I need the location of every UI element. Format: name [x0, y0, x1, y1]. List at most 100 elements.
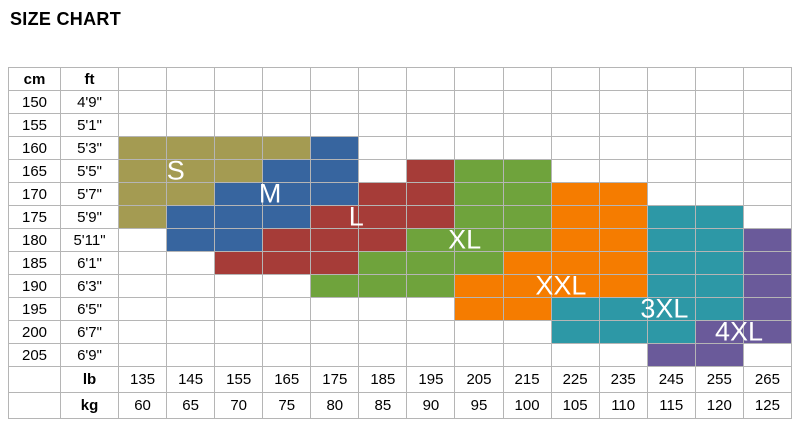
- empty-cell: [454, 343, 504, 367]
- size-cell-XXL: [598, 251, 648, 275]
- size-cell-M: [310, 159, 360, 183]
- size-cell-L: [406, 159, 456, 183]
- weight-kg-value: 120: [694, 392, 744, 419]
- height-row: 175 5'9": [8, 205, 793, 229]
- size-cell-3XL: [694, 297, 744, 321]
- height-cm-value: 180: [8, 228, 61, 252]
- height-cm-value: 170: [8, 182, 61, 206]
- size-cell-3XL: [598, 297, 648, 321]
- weight-lb-value: 145: [166, 366, 216, 393]
- blank-header-cell: [262, 67, 312, 91]
- blank-header-cell: [646, 67, 696, 91]
- empty-cell: [742, 205, 793, 229]
- empty-cell: [598, 136, 648, 160]
- empty-cell: [454, 90, 504, 114]
- size-cell-XXL: [598, 228, 648, 252]
- height-ft-value: 6'3": [60, 274, 119, 298]
- empty-cell: [166, 251, 216, 275]
- blank-header-cell: [406, 67, 456, 91]
- empty-cell: [117, 90, 168, 114]
- weight-lb-value: 235: [598, 366, 648, 393]
- empty-cell: [502, 320, 552, 344]
- empty-cell: [598, 343, 648, 367]
- weight-kg-value: 90: [406, 392, 456, 419]
- height-ft-value: 5'3": [60, 136, 119, 160]
- height-ft-value: 6'7": [60, 320, 119, 344]
- height-ft-value: 4'9": [60, 90, 119, 114]
- size-cell-L: [406, 182, 456, 206]
- empty-cell: [166, 343, 216, 367]
- empty-cell: [214, 297, 264, 321]
- empty-cell: [694, 90, 744, 114]
- size-cell-4XL: [646, 343, 696, 367]
- height-ft-value: 5'11": [60, 228, 119, 252]
- empty-cell: [117, 297, 168, 321]
- size-cell-S: [117, 182, 168, 206]
- weight-lb-value: 215: [502, 366, 552, 393]
- empty-cell: [646, 113, 696, 137]
- empty-cell: [214, 343, 264, 367]
- weight-lb-value: 195: [406, 366, 456, 393]
- lb-row: lb 135 145 155 165 175 185 195 205 215 225 235 245 25…: [8, 366, 793, 393]
- size-cell-XL: [406, 228, 456, 252]
- weight-kg-value: 110: [598, 392, 648, 419]
- empty-cell: [262, 297, 312, 321]
- size-cell-L: [358, 205, 408, 229]
- height-cm-value: 200: [8, 320, 61, 344]
- empty-cell: [550, 343, 600, 367]
- weight-kg-value: 80: [310, 392, 360, 419]
- empty-cell: [502, 113, 552, 137]
- size-cell-S: [166, 136, 216, 160]
- empty-cell: [166, 297, 216, 321]
- size-cell-M: [214, 228, 264, 252]
- weight-kg-value: 100: [502, 392, 552, 419]
- empty-cell: [550, 113, 600, 137]
- weight-kg-value: 60: [117, 392, 168, 419]
- height-ft-value: 6'9": [60, 343, 119, 367]
- size-cell-4XL: [742, 228, 793, 252]
- height-cm-value: 190: [8, 274, 61, 298]
- size-cell-L: [214, 251, 264, 275]
- empty-cell: [598, 113, 648, 137]
- height-cm-value: 185: [8, 251, 61, 275]
- height-row: 170 5'7": [8, 182, 793, 206]
- size-chart-table: cm ft 150 4'9" 155 5'1" 160 5'3" 165 5'5" 170 5'7" 1…: [8, 67, 793, 419]
- empty-cell: [262, 320, 312, 344]
- empty-cell: [646, 159, 696, 183]
- height-cm-value: 165: [8, 159, 61, 183]
- empty-cell: [742, 182, 793, 206]
- size-cell-XL: [502, 182, 552, 206]
- size-cell-XXL: [454, 274, 504, 298]
- empty-cell: [358, 136, 408, 160]
- empty-cell: [358, 113, 408, 137]
- size-cell-XL: [406, 251, 456, 275]
- empty-cell: [166, 320, 216, 344]
- height-ft-value: 5'7": [60, 182, 119, 206]
- size-cell-M: [214, 205, 264, 229]
- size-cell-3XL: [694, 274, 744, 298]
- empty-cell: [262, 113, 312, 137]
- empty-cell: [262, 343, 312, 367]
- size-cell-3XL: [646, 205, 696, 229]
- empty-cell: [694, 113, 744, 137]
- size-cell-S: [214, 136, 264, 160]
- size-cell-XL: [358, 274, 408, 298]
- empty-cell: [117, 320, 168, 344]
- size-cell-XL: [454, 205, 504, 229]
- height-row: 180 5'11": [8, 228, 793, 252]
- size-cell-4XL: [742, 297, 793, 321]
- weight-lb-value: 255: [694, 366, 744, 393]
- size-cell-4XL: [742, 320, 793, 344]
- ft-column-header: ft: [60, 67, 119, 91]
- size-cell-XXL: [598, 205, 648, 229]
- corner-cell: [8, 366, 61, 393]
- height-cm-value: 195: [8, 297, 61, 321]
- blank-header-cell: [358, 67, 408, 91]
- size-cell-3XL: [646, 251, 696, 275]
- empty-cell: [742, 159, 793, 183]
- height-row: 205 6'9": [8, 343, 793, 367]
- empty-cell: [117, 343, 168, 367]
- size-cell-4XL: [742, 251, 793, 275]
- size-cell-S: [214, 159, 264, 183]
- empty-cell: [646, 136, 696, 160]
